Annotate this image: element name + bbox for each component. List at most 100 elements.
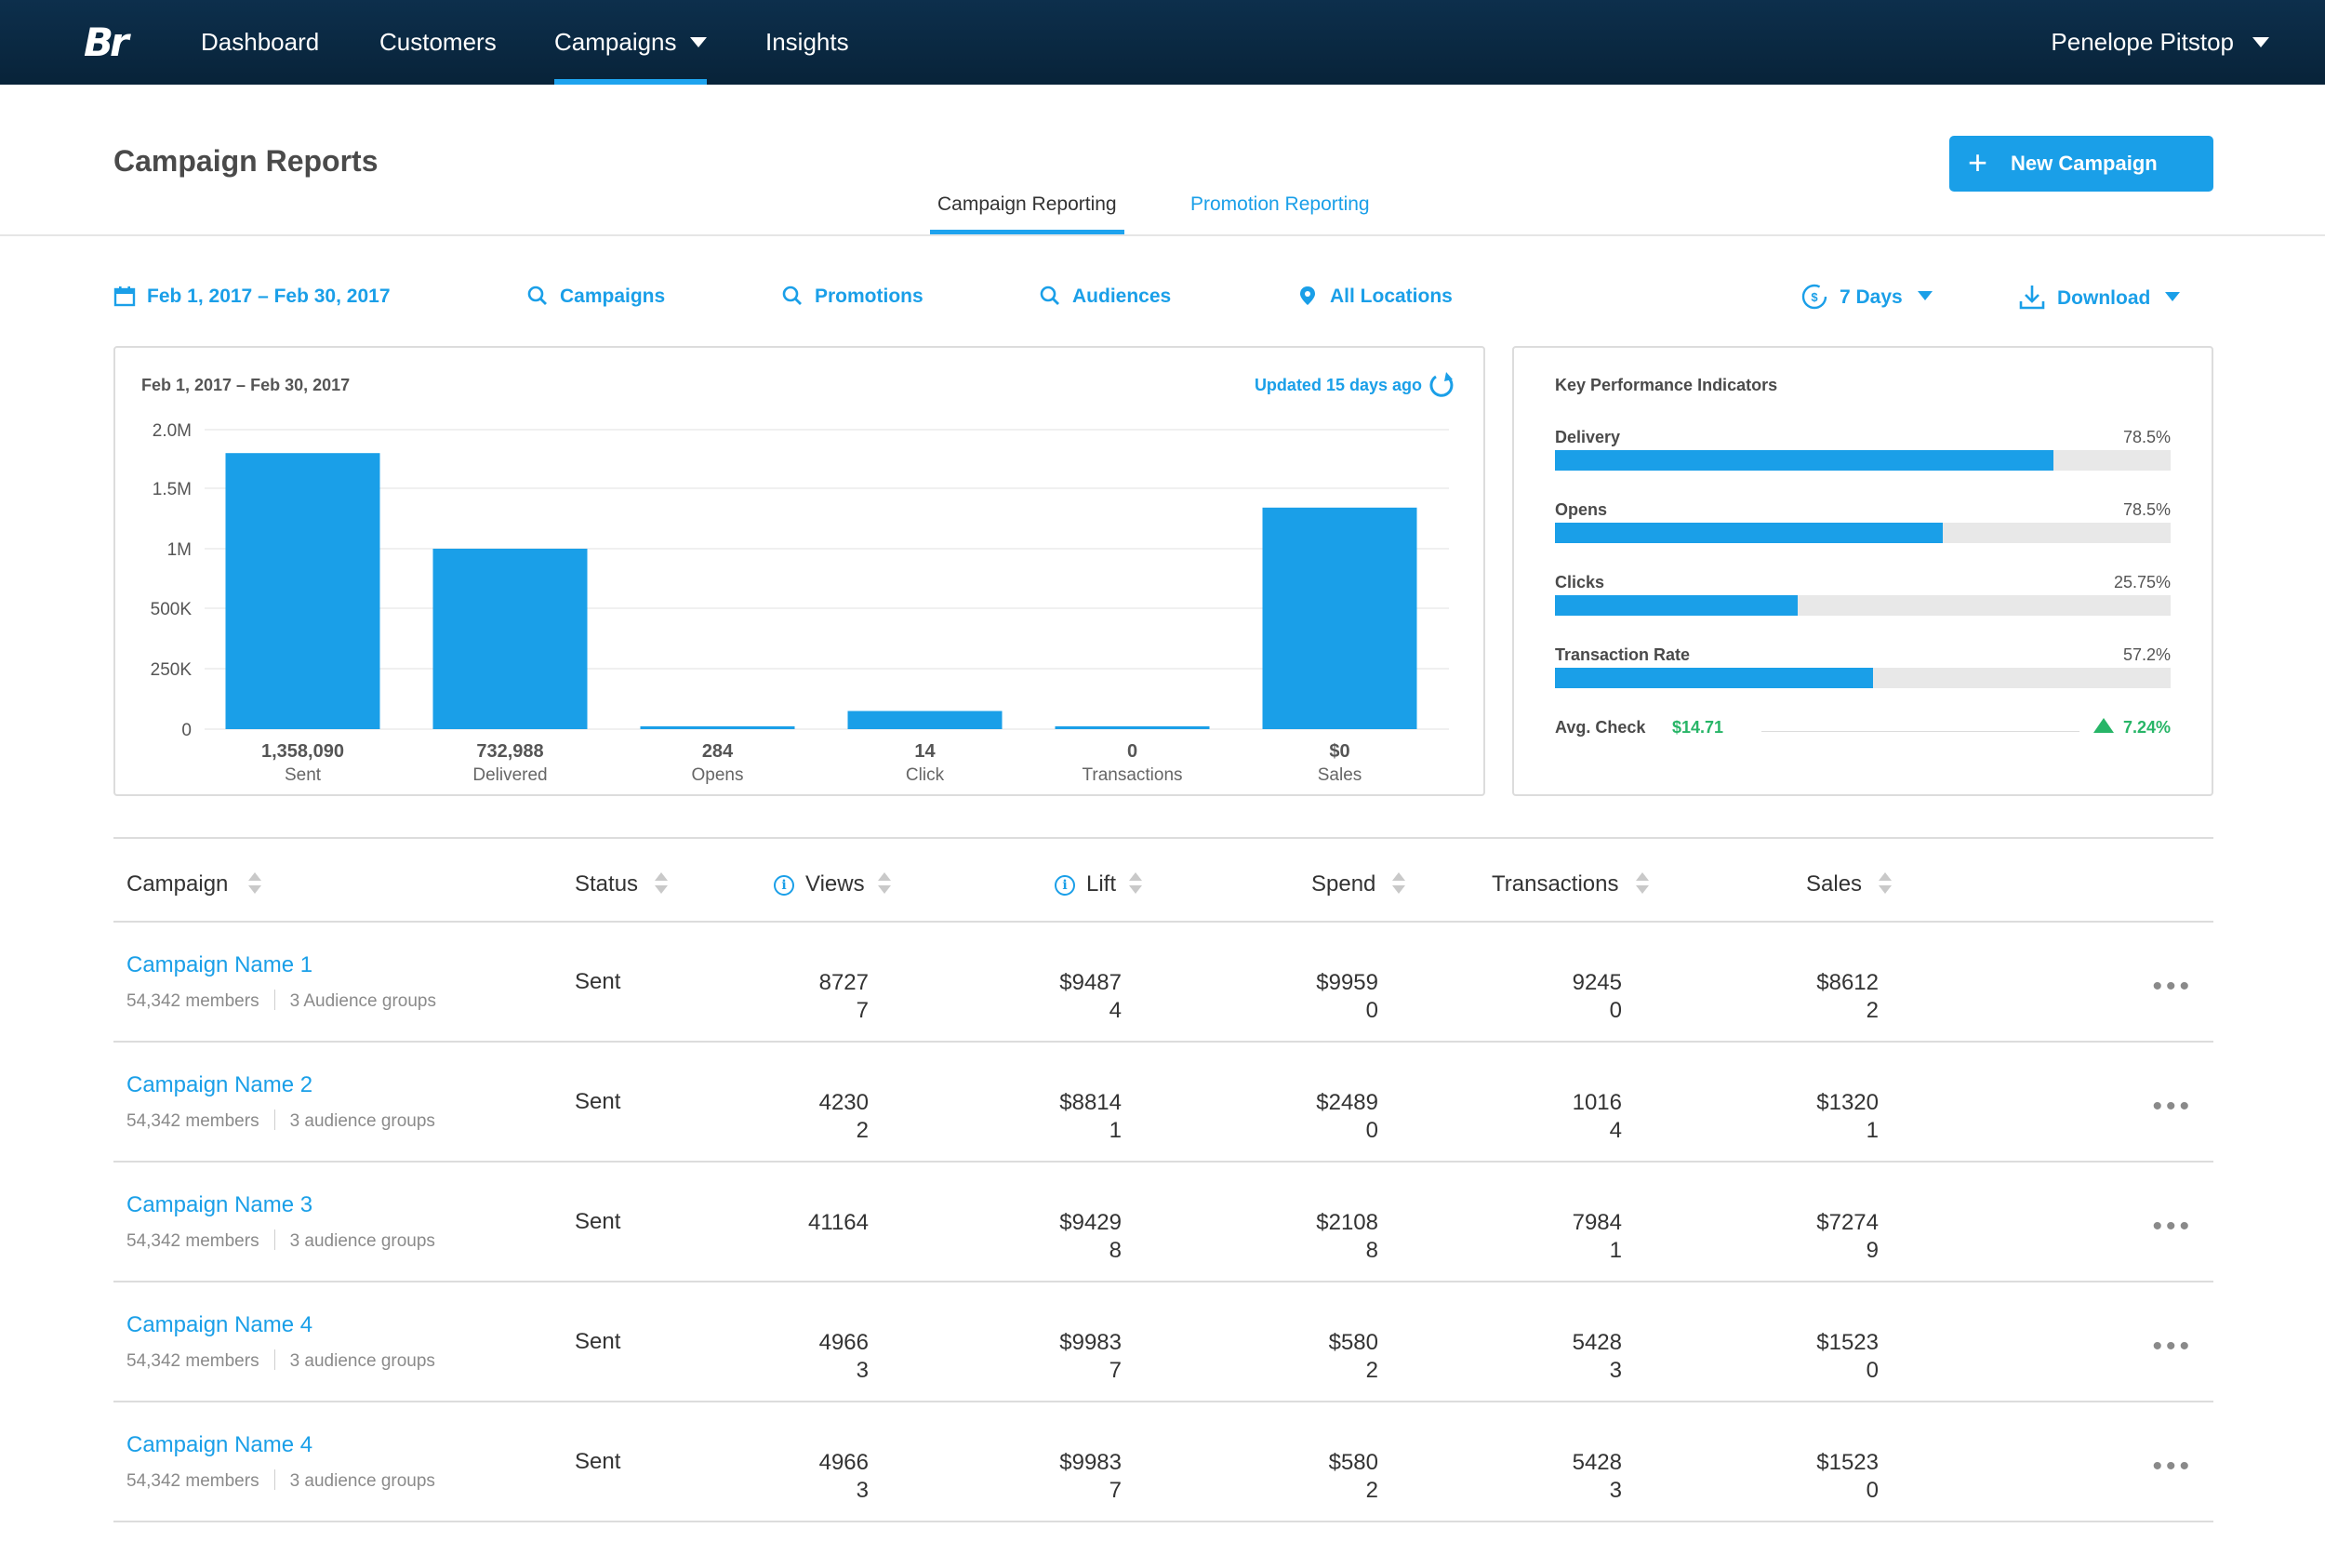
- brand-logo[interactable]: Br: [84, 20, 129, 65]
- campaign-groups: 3 audience groups: [289, 1111, 435, 1131]
- nav-insights[interactable]: Insights: [765, 28, 849, 56]
- y-tick-label: 500K: [151, 600, 193, 619]
- refresh-icon[interactable]: [1428, 370, 1457, 400]
- info-icon[interactable]: i: [1055, 875, 1075, 896]
- tab-promotion-reporting[interactable]: Promotion Reporting: [1190, 193, 1370, 215]
- cell-lift: $8814 1: [1059, 1089, 1122, 1145]
- kpi-row: Clicks 25.75%: [1555, 573, 2171, 619]
- cell-transactions-line2: 3: [1609, 1478, 1622, 1503]
- campaign-name-link[interactable]: Campaign Name 2: [126, 1072, 313, 1097]
- cell-lift-line1: $9487: [1059, 970, 1122, 995]
- more-options-icon[interactable]: •••: [2152, 1211, 2193, 1242]
- more-options-icon[interactable]: •••: [2152, 1451, 2193, 1482]
- info-icon[interactable]: i: [774, 875, 794, 896]
- cell-transactions-line1: 5428: [1572, 1330, 1622, 1355]
- cell-views-line2: 7: [856, 998, 869, 1023]
- cell-transactions-line2: 4: [1609, 1118, 1622, 1143]
- trend-up-icon: [2092, 718, 2114, 733]
- user-menu[interactable]: Penelope Pitstop: [2051, 0, 2269, 85]
- kpi-progress-track: [1555, 450, 2171, 471]
- column-header-status[interactable]: Status: [575, 869, 669, 900]
- nav-customers[interactable]: Customers: [379, 28, 497, 56]
- cell-views-line2: 3: [856, 1478, 869, 1503]
- cell-transactions-line2: 1: [1609, 1238, 1622, 1263]
- period-filter-label: 7 Days: [1840, 286, 1903, 308]
- column-header-sales[interactable]: Sales: [1806, 869, 1893, 900]
- audiences-filter[interactable]: Audiences: [1039, 283, 1171, 311]
- column-header-views[interactable]: i Views: [774, 869, 891, 900]
- cell-sales: $7274 9: [1816, 1209, 1879, 1265]
- table-row: Campaign Name 4 54,342 members 3 audience …: [113, 1282, 2213, 1402]
- tab-campaign-reporting[interactable]: Campaign Reporting: [930, 193, 1124, 234]
- avg-check-row: Avg. Check $14.71 7.24%: [1555, 718, 2171, 746]
- campaign-name-link[interactable]: Campaign Name 4: [126, 1432, 313, 1457]
- cell-transactions-line1: 1016: [1572, 1090, 1622, 1115]
- cell-transactions: 5428 3: [1573, 1329, 1622, 1385]
- campaign-name-link[interactable]: Campaign Name 1: [126, 952, 313, 977]
- search-icon: [527, 286, 547, 305]
- cell-views-line2: 3: [856, 1358, 869, 1383]
- campaign-name-link[interactable]: Campaign Name 4: [126, 1312, 313, 1337]
- column-header-campaign-label: Campaign: [126, 871, 229, 897]
- campaign-name-link[interactable]: Campaign Name 3: [126, 1192, 313, 1217]
- user-name: Penelope Pitstop: [2051, 28, 2234, 56]
- sort-icon: [1392, 870, 1406, 898]
- column-header-transactions[interactable]: Transactions: [1492, 869, 1649, 900]
- cell-sales-line2: 9: [1866, 1238, 1879, 1263]
- search-icon: [782, 286, 802, 305]
- column-header-spend[interactable]: Spend: [1311, 869, 1406, 900]
- campaign-status: Sent: [575, 1449, 621, 1474]
- campaign-members: 54,342 members: [126, 1351, 259, 1371]
- cell-sales-line1: $8612: [1816, 970, 1879, 995]
- chevron-down-icon: [1917, 291, 1933, 300]
- kpi-value: 57.2%: [2122, 645, 2171, 664]
- date-range-filter[interactable]: Feb 1, 2017 – Feb 30, 2017: [113, 283, 391, 311]
- more-options-icon[interactable]: •••: [2152, 1331, 2193, 1362]
- new-campaign-label: New Campaign: [2011, 152, 2158, 175]
- nav-dashboard[interactable]: Dashboard: [201, 28, 320, 56]
- promotions-filter[interactable]: Promotions: [781, 283, 923, 311]
- chevron-down-icon: [2252, 37, 2269, 47]
- campaign-groups: 3 audience groups: [289, 1231, 435, 1251]
- cell-spend-line1: $2108: [1316, 1210, 1378, 1235]
- cell-sales-line2: 1: [1866, 1118, 1879, 1143]
- cell-sales-line2: 0: [1866, 1358, 1879, 1383]
- cell-views-line2: 2: [856, 1118, 869, 1143]
- download-button[interactable]: Download: [2018, 283, 2181, 311]
- campaign-members: 54,342 members: [126, 1111, 259, 1131]
- cell-sales: $1523 0: [1816, 1449, 1879, 1505]
- campaign-members: 54,342 members: [126, 991, 259, 1011]
- table-row: Campaign Name 2 54,342 members 3 audience …: [113, 1043, 2213, 1163]
- cell-lift-line2: 8: [1109, 1238, 1122, 1263]
- column-header-campaign[interactable]: Campaign: [126, 869, 262, 900]
- cell-lift-line1: $9983: [1059, 1330, 1122, 1355]
- column-header-spend-label: Spend: [1311, 871, 1376, 897]
- bar-data-label: 732,988: [476, 741, 543, 762]
- cell-sales-line1: $1523: [1816, 1330, 1879, 1355]
- campaigns-filter[interactable]: Campaigns: [526, 283, 665, 311]
- cell-lift: $9983 7: [1059, 1329, 1122, 1385]
- cell-views: 41164: [808, 1209, 869, 1237]
- column-header-views-label: Views: [805, 871, 865, 897]
- calendar-icon: [113, 286, 136, 307]
- period-filter[interactable]: $7 Days: [1800, 283, 1933, 311]
- cell-lift: $9983 7: [1059, 1449, 1122, 1505]
- column-header-lift[interactable]: i Lift: [1055, 869, 1143, 900]
- campaign-status: Sent: [575, 1089, 621, 1114]
- cell-sales: $1320 1: [1816, 1089, 1879, 1145]
- cell-sales-line2: 2: [1866, 998, 1879, 1023]
- more-options-icon[interactable]: •••: [2152, 971, 2193, 1002]
- nav-campaigns[interactable]: Campaigns: [554, 0, 707, 85]
- new-campaign-button[interactable]: + New Campaign: [1949, 136, 2213, 192]
- locations-filter[interactable]: All Locations: [1296, 283, 1453, 311]
- cell-spend: $9959 0: [1316, 969, 1378, 1025]
- y-tick-label: 1M: [167, 540, 192, 560]
- campaign-members: 54,342 members: [126, 1231, 259, 1251]
- cell-sales-line1: $1320: [1816, 1090, 1879, 1115]
- cell-spend-line1: $9959: [1316, 970, 1378, 995]
- more-options-icon[interactable]: •••: [2152, 1091, 2193, 1122]
- kpi-progress-track: [1555, 595, 2171, 616]
- x-category-label: Sales: [1318, 765, 1362, 785]
- page-title: Campaign Reports: [113, 144, 379, 178]
- cell-spend: $2489 0: [1316, 1089, 1378, 1145]
